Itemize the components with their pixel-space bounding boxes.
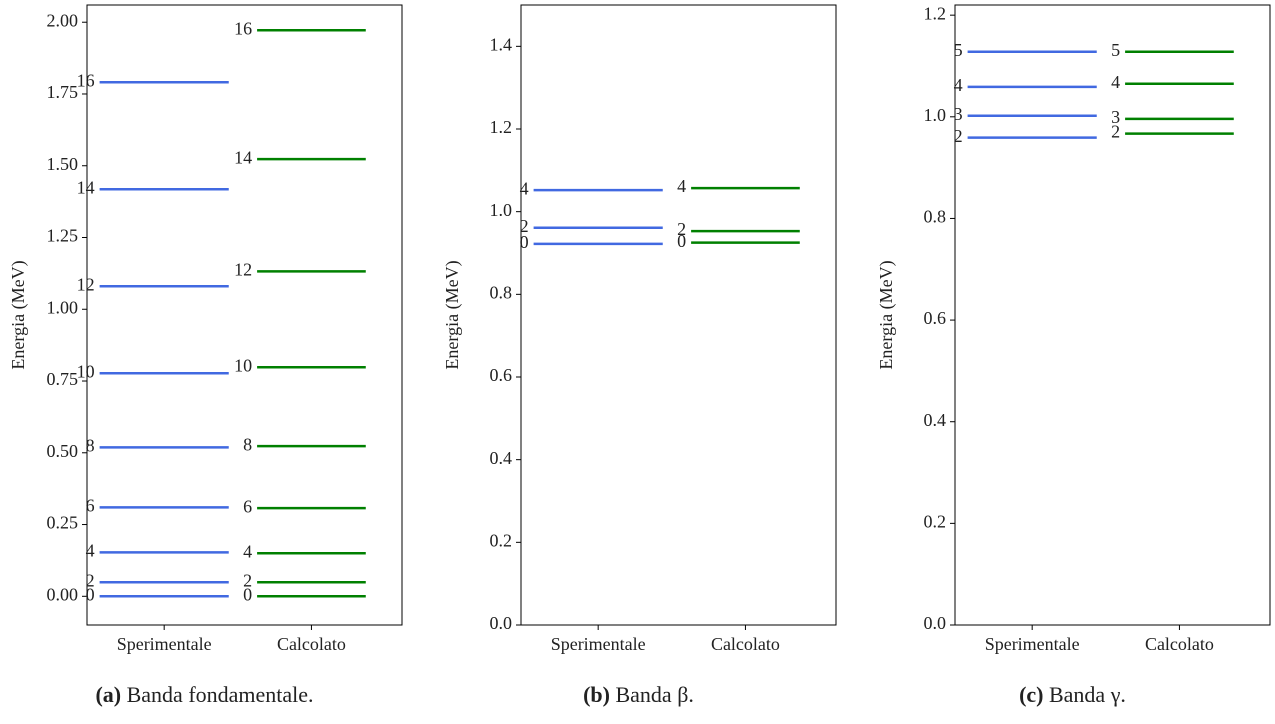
- y-tick-label: 0.25: [47, 513, 79, 533]
- spin-label: 0: [520, 232, 529, 252]
- y-tick-label: 0.75: [47, 369, 79, 389]
- y-tick-label: 2.00: [47, 10, 79, 30]
- spin-label: 16: [77, 70, 95, 90]
- spin-label: 12: [77, 274, 95, 294]
- y-tick-label: 0.8: [490, 282, 513, 302]
- y-tick-label: 1.75: [47, 82, 79, 102]
- spin-label: 8: [86, 435, 95, 455]
- x-tick-label: Calcolato: [1145, 634, 1214, 654]
- spin-label: 14: [234, 147, 252, 167]
- spin-label: 4: [243, 541, 252, 561]
- y-tick-label: 1.50: [47, 154, 79, 174]
- spin-label: 2: [954, 126, 963, 146]
- spin-label: 0: [86, 584, 95, 604]
- spin-label: 4: [677, 176, 686, 196]
- y-tick-label: 0.4: [490, 448, 513, 468]
- spin-label: 5: [954, 40, 963, 60]
- y-tick-label: 0.00: [47, 584, 79, 604]
- spin-label: 16: [234, 18, 252, 38]
- y-tick-label: 1.00: [47, 297, 79, 317]
- spin-label: 3: [954, 104, 963, 124]
- caption-tag: (b): [583, 682, 610, 707]
- y-tick-label: 0.2: [924, 511, 947, 531]
- spin-label: 4: [1111, 72, 1120, 92]
- caption-text: Banda fondamentale.: [127, 682, 314, 707]
- caption-tag: (c): [1019, 682, 1043, 707]
- spin-label: 2: [1111, 122, 1120, 142]
- y-tick-label: 0.6: [490, 365, 513, 385]
- y-tick-label: 0.0: [924, 613, 947, 633]
- caption: (b) Banda β.: [583, 682, 694, 707]
- spin-label: 4: [86, 541, 95, 561]
- spin-label: 6: [86, 495, 95, 515]
- spin-label: 4: [954, 75, 963, 95]
- y-axis-label: Energia (MeV): [876, 260, 897, 369]
- caption-text: Banda β.: [615, 682, 693, 707]
- y-tick-label: 0.2: [490, 530, 513, 550]
- spin-label: 10: [77, 361, 95, 381]
- x-tick-label: Sperimentale: [117, 634, 212, 654]
- spin-label: 0: [243, 584, 252, 604]
- caption-text: Banda γ.: [1049, 682, 1126, 707]
- y-tick-label: 0.8: [924, 207, 947, 227]
- spin-label: 5: [1111, 40, 1120, 60]
- y-tick-label: 0.50: [47, 441, 79, 461]
- spin-label: 2: [677, 219, 686, 239]
- spin-label: 3: [1111, 107, 1120, 127]
- plot-frame: [86, 4, 403, 626]
- plot-frame: [954, 4, 1271, 626]
- spin-label: 4: [520, 178, 529, 198]
- spin-label: 10: [234, 355, 252, 375]
- spin-label: 14: [77, 177, 95, 197]
- y-tick-label: 1.2: [924, 3, 947, 23]
- x-tick-label: Sperimentale: [985, 634, 1080, 654]
- y-tick-label: 0.4: [924, 410, 947, 430]
- caption: (c) Banda γ.: [1019, 682, 1126, 707]
- x-tick-label: Calcolato: [277, 634, 346, 654]
- y-axis-label: Energia (MeV): [8, 260, 29, 369]
- caption: (a) Banda fondamentale.: [95, 682, 313, 707]
- y-tick-label: 1.0: [490, 200, 513, 220]
- y-tick-label: 0.0: [490, 613, 513, 633]
- spin-label: 6: [243, 496, 252, 516]
- y-axis-label: Energia (MeV): [442, 260, 463, 369]
- spin-label: 8: [243, 434, 252, 454]
- x-tick-label: Calcolato: [711, 634, 780, 654]
- caption-tag: (a): [95, 682, 121, 707]
- y-tick-label: 1.2: [490, 117, 513, 137]
- y-tick-label: 1.25: [47, 226, 79, 246]
- y-tick-label: 1.0: [924, 105, 947, 125]
- plot-frame: [520, 4, 837, 626]
- y-tick-label: 0.6: [924, 308, 947, 328]
- spin-label: 2: [243, 570, 252, 590]
- spin-label: 2: [86, 570, 95, 590]
- spin-label: 0: [677, 231, 686, 251]
- y-tick-label: 1.4: [490, 34, 513, 54]
- spin-label: 2: [520, 216, 529, 236]
- x-tick-label: Sperimentale: [551, 634, 646, 654]
- spin-label: 12: [234, 259, 252, 279]
